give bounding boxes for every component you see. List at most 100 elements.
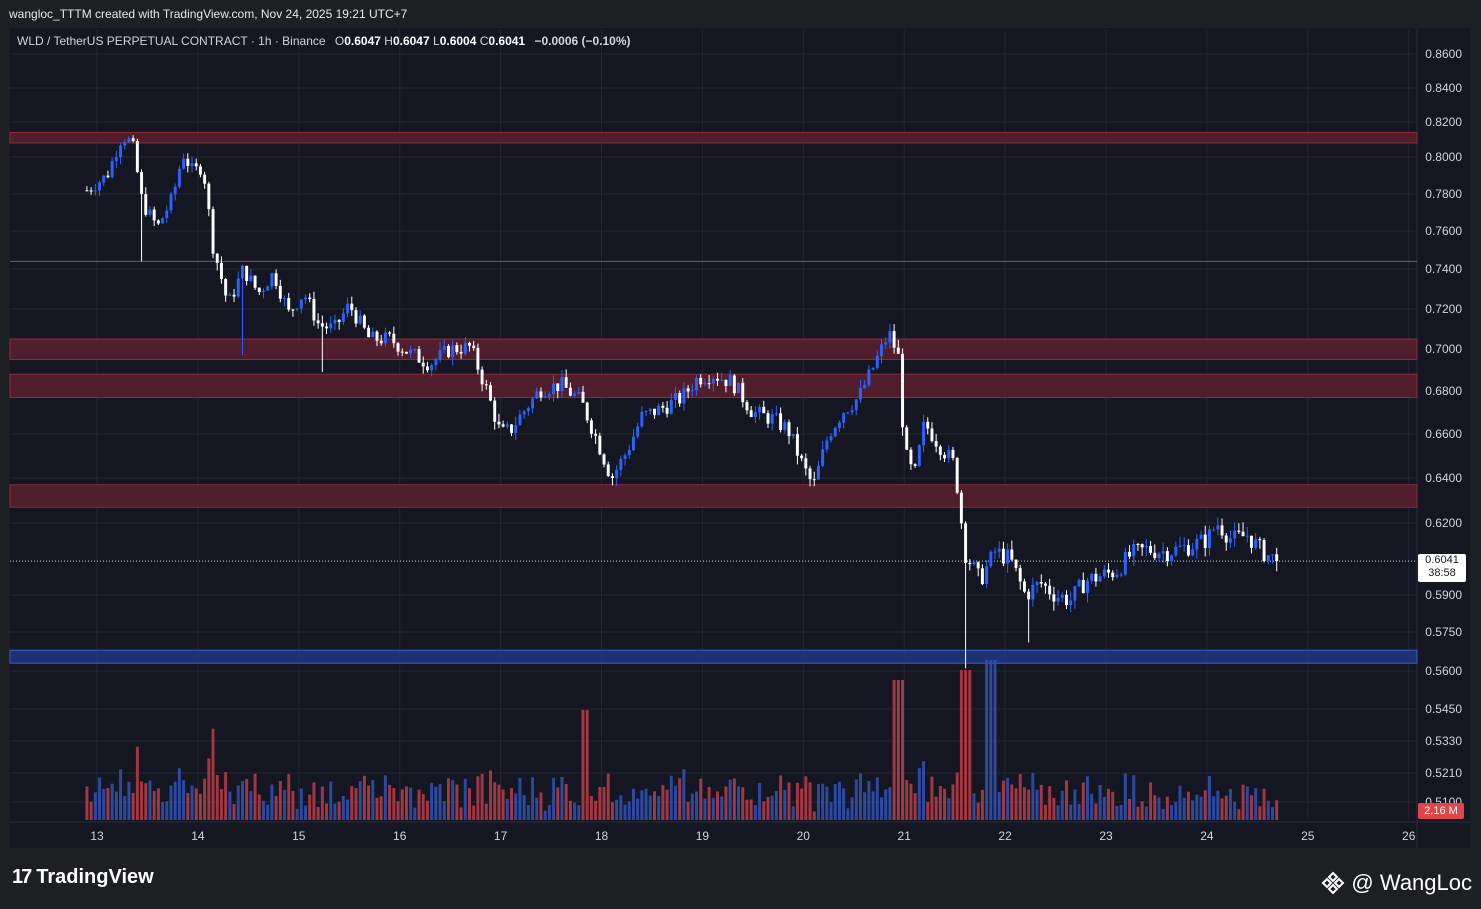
candle-body-270 bbox=[1220, 525, 1224, 536]
candle-body-106 bbox=[531, 398, 535, 409]
candle-body-88 bbox=[455, 345, 459, 353]
volume-bar-36 bbox=[236, 785, 240, 820]
volume-bar-71 bbox=[383, 775, 387, 820]
candle-body-157 bbox=[745, 402, 749, 411]
candle-body-175 bbox=[821, 449, 825, 466]
candle-body-140 bbox=[674, 393, 677, 400]
volume-bar-132 bbox=[640, 790, 644, 820]
candle-body-251 bbox=[1140, 544, 1144, 548]
chart-area[interactable] bbox=[10, 28, 1470, 848]
volume-bar-5 bbox=[106, 788, 110, 820]
volume-bar-205 bbox=[947, 798, 951, 820]
credit-text: wangloc_TTTM created with TradingView.co… bbox=[9, 7, 408, 21]
candle-body-228 bbox=[1043, 583, 1047, 586]
candle-body-34 bbox=[228, 294, 232, 296]
candle-body-207 bbox=[955, 457, 959, 493]
candle-body-20 bbox=[169, 194, 173, 211]
candle-body-239 bbox=[1090, 573, 1094, 581]
low-value: 0.6004 bbox=[439, 34, 477, 48]
volume-bar-120 bbox=[589, 795, 593, 820]
candle-body-238 bbox=[1086, 580, 1089, 594]
volume-bar-140 bbox=[674, 785, 677, 820]
candle-body-260 bbox=[1178, 545, 1182, 547]
candle-body-185 bbox=[863, 385, 867, 389]
volume-bar-265 bbox=[1199, 796, 1203, 820]
candle-body-29 bbox=[207, 183, 211, 210]
candles bbox=[85, 135, 1279, 669]
candle-body-184 bbox=[859, 388, 862, 400]
volume-bar-69 bbox=[375, 797, 379, 820]
volume-bar-213 bbox=[980, 789, 984, 820]
volume-bar-7 bbox=[114, 791, 118, 820]
volume-bar-87 bbox=[451, 780, 455, 820]
price-tick-14: 0.5750 bbox=[1425, 625, 1462, 639]
candle-body-53 bbox=[308, 297, 312, 299]
candle-body-65 bbox=[358, 315, 362, 324]
volume-bar-192 bbox=[892, 680, 896, 820]
candle-body-118 bbox=[581, 391, 585, 403]
volume-bar-171 bbox=[804, 776, 808, 820]
volume-bar-86 bbox=[446, 778, 450, 820]
volume-bar-37 bbox=[240, 780, 244, 820]
volume-bar-116 bbox=[573, 802, 577, 820]
volume-bar-209 bbox=[964, 670, 968, 820]
candle-body-99 bbox=[501, 424, 505, 427]
volume-bar-35 bbox=[232, 803, 236, 820]
symbol-legend[interactable]: WLD / TetherUS PERPETUAL CONTRACT · 1h ·… bbox=[17, 34, 631, 48]
candle-body-267 bbox=[1207, 529, 1211, 549]
candle-body-248 bbox=[1128, 551, 1132, 557]
close-value: 0.6041 bbox=[488, 34, 526, 48]
volume-bar-186 bbox=[867, 780, 871, 820]
price-tick-11: 0.6400 bbox=[1425, 471, 1462, 485]
candle-body-178 bbox=[833, 427, 837, 437]
candle-body-1 bbox=[89, 190, 93, 192]
candle-body-242 bbox=[1102, 569, 1106, 577]
candle-body-79 bbox=[417, 349, 421, 363]
volume-bar-197 bbox=[913, 793, 917, 820]
price-axis: 0.8600 0.8400 0.8200 0.8000 0.7800 0.7600 0.74… bbox=[1425, 47, 1462, 809]
volume-bar-96 bbox=[489, 770, 492, 820]
volume-bar-65 bbox=[358, 781, 362, 820]
volume-bar-97 bbox=[493, 782, 497, 820]
candle-body-115 bbox=[568, 387, 572, 396]
volume-bar-258 bbox=[1170, 805, 1174, 820]
volume-bar-212 bbox=[976, 802, 980, 820]
candle-body-3 bbox=[98, 182, 101, 191]
candle-body-261 bbox=[1182, 545, 1186, 547]
volume-bar-43 bbox=[266, 804, 270, 820]
candle-body-104 bbox=[522, 411, 526, 415]
volume-bar-282 bbox=[1271, 807, 1274, 820]
candle-body-168 bbox=[791, 434, 795, 437]
tradingview-logo[interactable]: 17 TradingView bbox=[12, 866, 154, 889]
volume-bar-55 bbox=[316, 806, 320, 820]
volume-bar-53 bbox=[308, 794, 312, 820]
symbol-name[interactable]: WLD / TetherUS PERPETUAL CONTRACT · 1h ·… bbox=[17, 34, 326, 48]
open-value: 0.6047 bbox=[344, 34, 381, 48]
volume-bar-281 bbox=[1266, 800, 1270, 820]
candle-body-61 bbox=[341, 313, 345, 322]
price-tick-9: 0.6800 bbox=[1425, 384, 1462, 398]
volume-bar-211 bbox=[972, 793, 976, 820]
volume-bar-67 bbox=[367, 785, 371, 820]
high-label: H bbox=[384, 34, 393, 48]
volume-bar-274 bbox=[1237, 809, 1241, 820]
candle-body-105 bbox=[526, 408, 530, 412]
volume-bar-271 bbox=[1224, 795, 1228, 820]
support-zone-4 bbox=[9, 649, 1418, 664]
candle-body-38 bbox=[245, 265, 249, 282]
volume-bar-162 bbox=[766, 796, 770, 820]
candle-body-128 bbox=[623, 455, 627, 459]
candle-body-197 bbox=[913, 464, 917, 467]
candle-body-131 bbox=[636, 426, 640, 437]
volume-bar-98 bbox=[497, 784, 501, 820]
volume-bar-89 bbox=[459, 807, 463, 820]
volume-bar-260 bbox=[1178, 785, 1182, 820]
volume-bar-216 bbox=[993, 660, 997, 820]
candle-body-114 bbox=[564, 377, 568, 388]
volume-bar-84 bbox=[438, 784, 442, 820]
candle-body-231 bbox=[1056, 597, 1060, 602]
volume-bar-147 bbox=[703, 798, 707, 820]
volume-bar-28 bbox=[203, 778, 207, 820]
candle-body-208 bbox=[959, 492, 963, 524]
